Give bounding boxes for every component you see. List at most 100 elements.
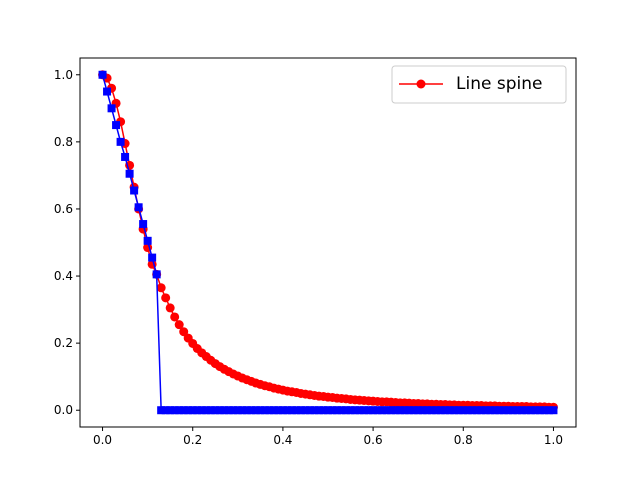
series-2-square-marker <box>333 406 342 415</box>
series-1-circle-marker <box>174 320 184 330</box>
series-2-square-marker <box>139 220 148 229</box>
series-2-square-marker <box>157 406 166 415</box>
series-2-square-marker <box>229 406 238 415</box>
series-2-square-marker <box>418 406 427 415</box>
series-2-square-marker <box>256 406 265 415</box>
series-2-square-marker <box>522 406 531 415</box>
x-tick-label: 0.6 <box>364 433 383 447</box>
series-2-square-marker <box>143 236 152 245</box>
series-2-square-marker <box>391 406 400 415</box>
series-2-square-marker <box>360 406 369 415</box>
y-tick-label: 0.0 <box>54 403 73 417</box>
series-2-square-marker <box>152 270 161 279</box>
series-1-circle-marker <box>170 312 180 322</box>
y-tick-label: 1.0 <box>54 68 73 82</box>
series-2-square-marker <box>202 406 211 415</box>
series-2-square-marker <box>238 406 247 415</box>
legend-marker-circle <box>416 79 426 89</box>
y-tick-label: 0.8 <box>54 135 73 149</box>
series-1-circle-marker <box>156 283 166 293</box>
series-2-square-marker <box>396 406 405 415</box>
series-2-square-marker <box>405 406 414 415</box>
series-2-square-marker <box>499 406 508 415</box>
series-2-square-marker <box>535 406 544 415</box>
series-2-square-marker <box>378 406 387 415</box>
series-2-square-marker <box>148 253 157 262</box>
axes-frame <box>79 57 577 428</box>
series-2-square-marker <box>459 406 468 415</box>
series-2-square-marker <box>287 406 296 415</box>
series-2-square-marker <box>269 406 278 415</box>
series-2-square-marker <box>477 406 486 415</box>
series-2-square-marker <box>305 406 314 415</box>
series-2-square-marker <box>382 406 391 415</box>
series-2-square-marker <box>369 406 378 415</box>
y-tick-label: 0.2 <box>54 336 73 350</box>
series-2-square-marker <box>544 406 553 415</box>
series-2-square-marker <box>337 406 346 415</box>
series-2-square-marker <box>193 406 202 415</box>
series-1-circle-marker <box>179 327 189 337</box>
y-tick-label: 0.6 <box>54 202 73 216</box>
series-2-square-marker <box>121 152 130 161</box>
x-tick-label: 0.8 <box>454 433 473 447</box>
series-2-square-marker <box>495 406 504 415</box>
series-2-square-marker <box>175 406 184 415</box>
series-2-square-marker <box>251 406 260 415</box>
series-2-square-marker <box>211 406 220 415</box>
series-2-square-marker <box>233 406 242 415</box>
series-2-square-marker <box>468 406 477 415</box>
series-2-square-marker <box>107 104 116 113</box>
series-2-square-marker <box>242 406 251 415</box>
series-2-square-marker <box>504 406 513 415</box>
series-2-square-marker <box>387 406 396 415</box>
series-1-circle-marker <box>161 293 171 303</box>
series-2-square-marker <box>324 406 332 415</box>
series-2-square-marker <box>296 406 305 415</box>
series-2-square-marker <box>134 203 143 212</box>
series-2-square-marker <box>170 406 179 415</box>
series-2-square-marker <box>540 406 549 415</box>
series-2-square-marker <box>130 186 139 195</box>
series-2-square-marker <box>423 406 432 415</box>
series-2-square-marker <box>206 406 215 415</box>
series-2-square-marker <box>166 406 175 415</box>
series-2-square-marker <box>260 406 269 415</box>
x-tick-label: 0.4 <box>273 433 292 447</box>
series-2-square-marker <box>116 137 125 146</box>
series-2-square-marker <box>184 406 193 415</box>
series-2-square-marker <box>355 406 364 415</box>
x-tick-label: 1.0 <box>544 433 563 447</box>
series-2-square-marker <box>373 406 382 415</box>
y-axis: 0.0 0.2 0.4 0.6 0.8 1.0 <box>54 68 80 417</box>
series-2-square-marker <box>103 87 112 96</box>
series-2-square-marker <box>188 406 197 415</box>
series-2-square-marker <box>283 406 292 415</box>
series-2-square-marker <box>481 406 490 415</box>
series-2-square-marker <box>310 406 319 415</box>
series-2-square-marker <box>292 406 301 415</box>
series-2-square-marker <box>472 406 481 415</box>
series-2-square-marker <box>265 406 274 415</box>
series-2-square-marker <box>247 406 256 415</box>
series-2-square-marker <box>215 406 224 415</box>
series-2-square-marker <box>450 406 459 415</box>
series-2-square-marker <box>436 406 445 415</box>
series-2-square-marker <box>486 406 495 415</box>
series-2-square-marker <box>432 406 441 415</box>
series-2-square-marker <box>319 406 328 415</box>
series-2-square-marker <box>445 406 454 415</box>
series-2-square-marker <box>513 406 522 415</box>
series-2-square-marker <box>427 406 436 415</box>
series-2 <box>98 70 558 415</box>
series-2-square-marker <box>346 406 355 415</box>
series-2-square-marker <box>441 406 450 415</box>
series-2-square-marker <box>414 406 423 415</box>
series-2-square-marker <box>224 406 233 415</box>
x-tick-label: 0.2 <box>183 433 202 447</box>
series-2-square-marker <box>220 406 229 415</box>
series-2-square-marker <box>351 406 360 415</box>
series-2-square-marker <box>531 406 540 415</box>
